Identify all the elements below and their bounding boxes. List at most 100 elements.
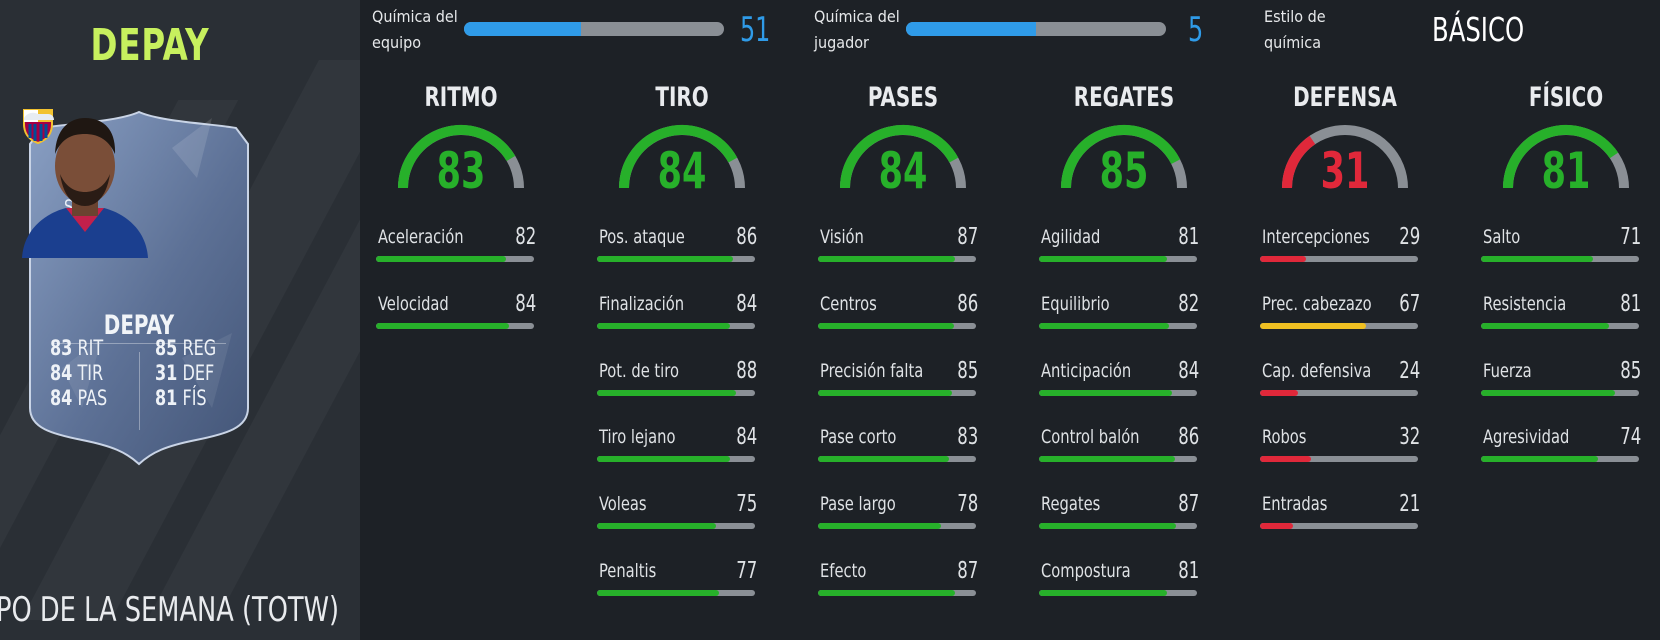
- attribute-bar-fill: [818, 590, 956, 596]
- attribute-row: Pase largo 78: [818, 491, 978, 533]
- player-photo: [22, 118, 148, 258]
- attribute-row: Entradas 21: [1260, 491, 1420, 533]
- attribute-row: Pase corto 83: [818, 424, 978, 466]
- gauge-arc: [1503, 125, 1619, 189]
- attribute-value: 75: [735, 491, 757, 517]
- attribute-label: Voleas: [599, 493, 647, 515]
- attribute-bar: [1039, 523, 1197, 529]
- attribute-row: Penaltis 77: [597, 558, 757, 600]
- attribute-value: 84: [735, 424, 757, 450]
- attribute-bar-fill: [818, 523, 942, 529]
- attribute-value: 82: [1177, 291, 1199, 317]
- attribute-bar: [376, 256, 534, 262]
- attribute-label: Velocidad: [378, 293, 449, 315]
- attribute-value: 84: [1177, 358, 1199, 384]
- attribute-bar-fill: [1481, 323, 1609, 329]
- player-panel: DEPAY 86 SD: [0, 0, 360, 640]
- attribute-row: Anticipación 84: [1039, 358, 1199, 400]
- category-title: RITMO: [424, 82, 498, 113]
- team-chemistry-value: 51: [740, 10, 771, 50]
- attribute-label: Intercepciones: [1262, 226, 1370, 248]
- attribute-label: Pase corto: [820, 426, 897, 448]
- category-title: FÍSICO: [1528, 82, 1604, 113]
- attribute-bar: [1260, 256, 1418, 262]
- attribute-label: Agilidad: [1041, 226, 1101, 248]
- attribute-bar-fill: [818, 390, 953, 396]
- attribute-label: Pase largo: [820, 493, 896, 515]
- attribute-bar-fill: [1481, 256, 1594, 262]
- attribute-value: 87: [1177, 491, 1199, 517]
- attribute-row: Velocidad 84: [376, 291, 536, 333]
- attribute-bar: [597, 523, 755, 529]
- attribute-row: Regates 87: [1039, 491, 1199, 533]
- card-stat: 83 RIT: [50, 336, 104, 360]
- attribute-bar: [1039, 590, 1197, 596]
- category-gauge: [398, 125, 524, 189]
- category-rating: 84: [878, 142, 928, 200]
- attribute-value: 71: [1619, 224, 1641, 250]
- attribute-bar-fill: [1260, 523, 1294, 529]
- attribute-row: Equilibrio 82: [1039, 291, 1199, 333]
- attribute-value: 81: [1619, 291, 1641, 317]
- attribute-label: Penaltis: [599, 560, 657, 582]
- attribute-bar-fill: [1481, 456, 1598, 462]
- attribute-bar: [597, 256, 755, 262]
- attribute-row: Visión 87: [818, 224, 978, 266]
- attribute-row: Voleas 75: [597, 491, 757, 533]
- attribute-bar-fill: [1260, 256, 1306, 262]
- attribute-bar: [818, 256, 976, 262]
- attribute-value: 86: [1177, 424, 1199, 450]
- attribute-value: 24: [1398, 358, 1420, 384]
- attribute-value: 83: [956, 424, 978, 450]
- category-gauge: [1061, 125, 1187, 189]
- attribute-bar: [1039, 390, 1197, 396]
- attribute-bar-fill: [376, 323, 509, 329]
- attribute-value: 29: [1398, 224, 1420, 250]
- attribute-label: Salto: [1483, 226, 1521, 248]
- chemistry-style-value[interactable]: BÁSICO: [1432, 10, 1525, 49]
- card-divider: [139, 352, 140, 430]
- attribute-row: Cap. defensiva 24: [1260, 358, 1420, 400]
- attribute-bar-fill: [597, 256, 733, 262]
- attribute-bar: [1481, 390, 1639, 396]
- gauge-arc: [1061, 125, 1181, 189]
- attribute-bar: [597, 456, 755, 462]
- attribute-row: Agilidad 81: [1039, 224, 1199, 266]
- gauge-arc: [619, 125, 738, 189]
- boot-icon: [24, 112, 54, 120]
- attribute-bar-fill: [597, 390, 737, 396]
- attribute-label: Pos. ataque: [599, 226, 685, 248]
- attribute-label: Resistencia: [1483, 293, 1567, 315]
- attribute-label: Agresividad: [1483, 426, 1570, 448]
- attribute-row: Finalización 84: [597, 291, 757, 333]
- attribute-bar-fill: [1260, 456, 1311, 462]
- category-rating: 31: [1320, 142, 1370, 200]
- attribute-row: Intercepciones 29: [1260, 224, 1420, 266]
- card-player-name: DEPAY: [103, 310, 175, 341]
- attribute-bar: [1260, 390, 1418, 396]
- attribute-value: 86: [735, 224, 757, 250]
- attribute-bar: [1481, 256, 1639, 262]
- attribute-bar: [1481, 323, 1639, 329]
- category-gauge: [1503, 125, 1629, 189]
- attribute-value: 87: [956, 224, 978, 250]
- attribute-label: Aceleración: [378, 226, 464, 248]
- attribute-value: 32: [1398, 424, 1420, 450]
- attribute-bar: [818, 456, 976, 462]
- attribute-bar-fill: [1039, 323, 1169, 329]
- team-chemistry-bar: [464, 22, 724, 36]
- category-rating: 84: [657, 142, 707, 200]
- attribute-bar-fill: [597, 523, 716, 529]
- category-gauge: [1282, 125, 1408, 189]
- attribute-value: 81: [1177, 558, 1199, 584]
- category-gauge: [840, 125, 966, 189]
- attribute-label: Tiro lejano: [599, 426, 676, 448]
- attribute-row: Salto 71: [1481, 224, 1641, 266]
- attribute-bar: [1260, 456, 1418, 462]
- attribute-bar-fill: [1039, 456, 1175, 462]
- attribute-label: Centros: [820, 293, 877, 315]
- attribute-label: Compostura: [1041, 560, 1131, 582]
- attribute-bar: [818, 323, 976, 329]
- attribute-value: 87: [956, 558, 978, 584]
